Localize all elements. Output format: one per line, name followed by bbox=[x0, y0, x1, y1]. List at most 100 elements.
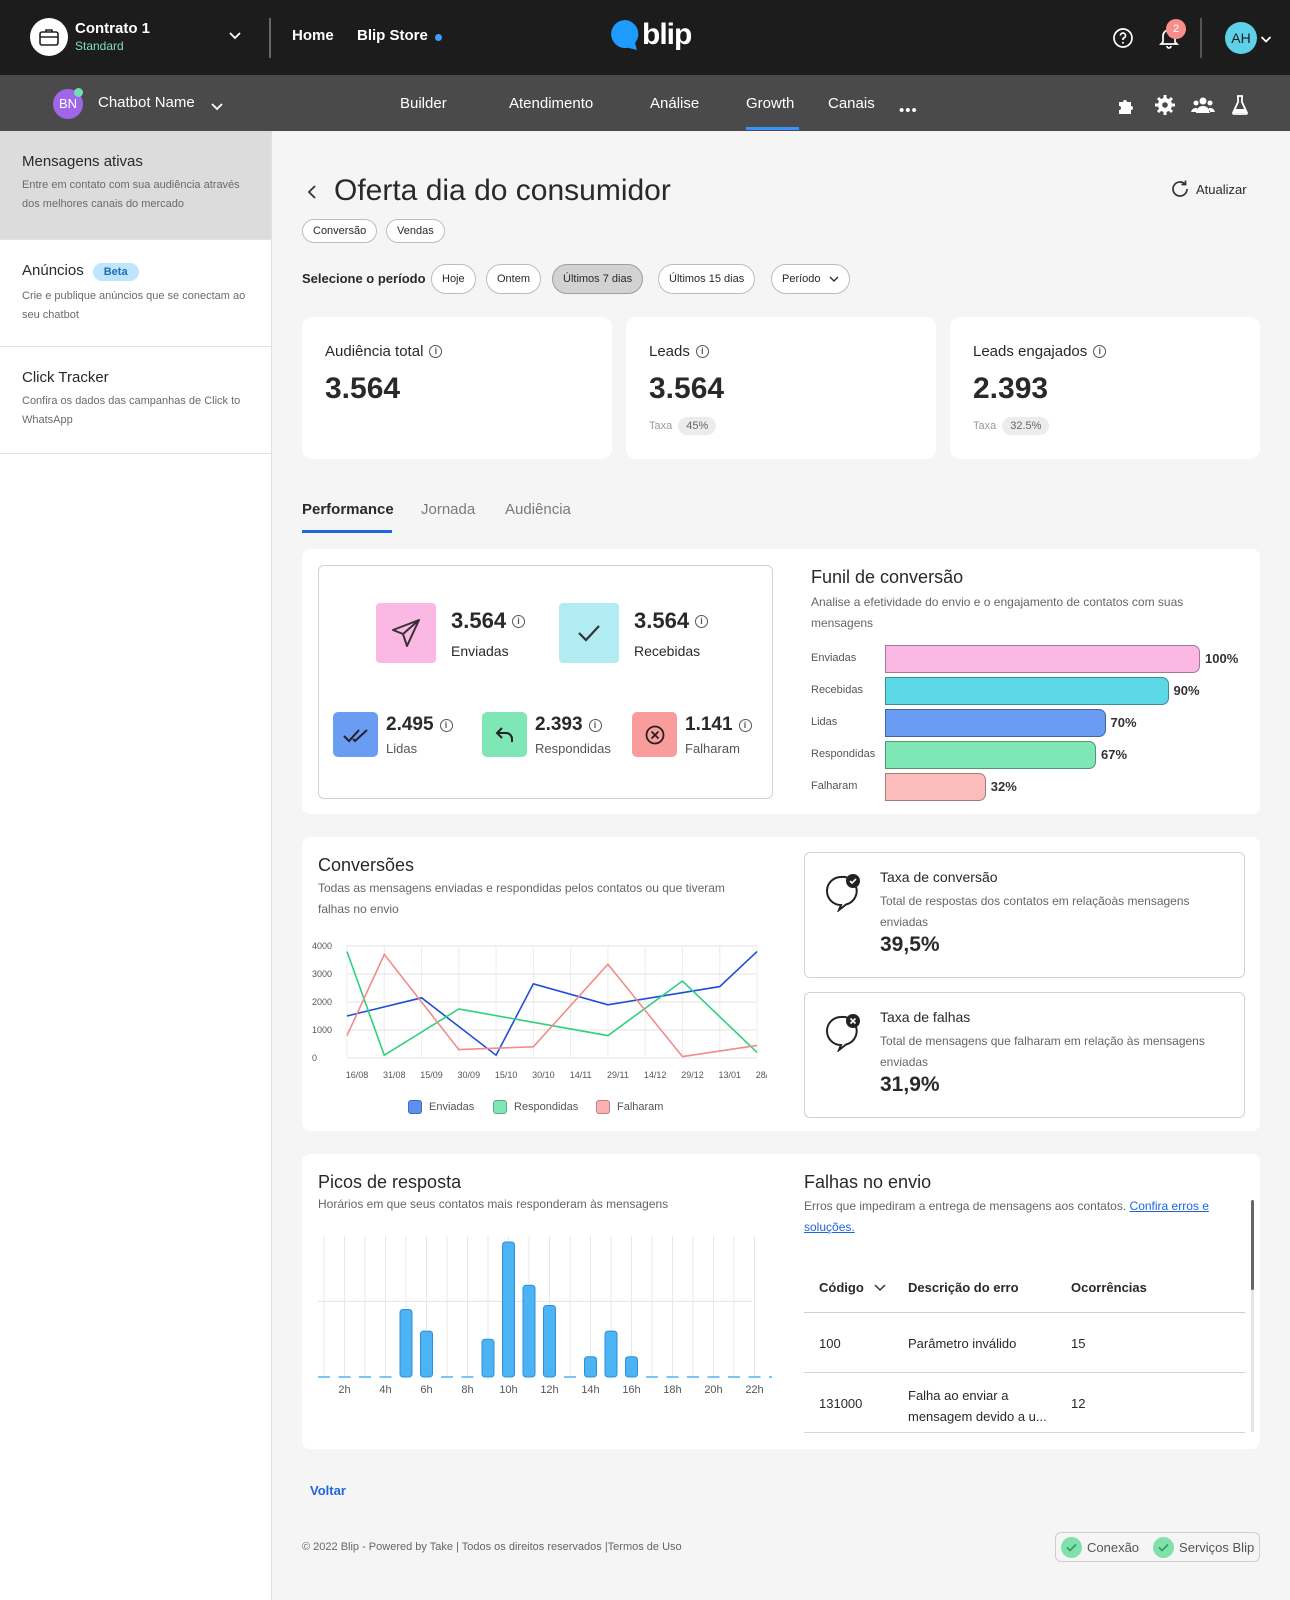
lidas-value: 2.495 bbox=[386, 714, 434, 735]
legend-item-respondidas[interactable]: Respondidas bbox=[493, 1100, 578, 1114]
enviadas-label: Enviadas bbox=[451, 643, 509, 659]
refresh-button[interactable]: Atualizar bbox=[1170, 179, 1247, 199]
tab-atendimento[interactable]: Atendimento bbox=[509, 95, 594, 112]
new-indicator-dot bbox=[435, 34, 442, 41]
flask-icon[interactable] bbox=[1230, 94, 1250, 121]
sidebar-item-title: Mensagens ativas bbox=[22, 153, 143, 170]
info-icon[interactable]: i bbox=[439, 718, 453, 732]
check-circle-icon bbox=[1153, 1536, 1175, 1558]
tag-vendas[interactable]: Vendas bbox=[386, 219, 445, 243]
bar-16h bbox=[625, 1356, 638, 1378]
active-tab-indicator bbox=[746, 127, 799, 130]
tab-builder[interactable]: Builder bbox=[400, 95, 447, 112]
tab-audiencia[interactable]: Audiência bbox=[505, 501, 571, 518]
gear-icon[interactable] bbox=[1154, 94, 1176, 121]
info-icon[interactable]: i bbox=[1093, 345, 1107, 358]
back-link[interactable]: Voltar bbox=[310, 1483, 346, 1498]
info-icon[interactable]: i bbox=[512, 614, 526, 628]
cell-count: 12 bbox=[1071, 1396, 1086, 1411]
user-avatar[interactable]: AH bbox=[1225, 22, 1257, 54]
x-tick-label: 8h bbox=[461, 1384, 473, 1396]
sidebar-item-mensagens-ativas[interactable]: Mensagens ativas Entre em contato com su… bbox=[0, 131, 271, 240]
chevron-down-icon bbox=[829, 276, 839, 282]
bar-6h bbox=[420, 1330, 433, 1378]
y-tick-label: 3000 bbox=[312, 969, 332, 979]
kpi-taxa-conversao: Taxa de conversão Total de respostas dos… bbox=[804, 852, 1245, 978]
funnel-label: Lidas bbox=[811, 716, 838, 728]
status-servicos: Serviços Blip bbox=[1179, 1539, 1255, 1555]
period-ultimos-7-dias[interactable]: Últimos 7 dias bbox=[552, 264, 644, 294]
puzzle-icon[interactable] bbox=[1116, 94, 1138, 121]
x-tick-label: 29/12 bbox=[681, 1070, 704, 1080]
reply-icon bbox=[482, 712, 527, 757]
info-icon[interactable]: i bbox=[695, 614, 709, 628]
info-icon[interactable]: i bbox=[738, 718, 752, 732]
bar-5h bbox=[399, 1309, 413, 1378]
scrollbar-thumb[interactable] bbox=[1251, 1200, 1254, 1290]
cell-desc: Parâmetro inválido bbox=[908, 1336, 1017, 1351]
info-icon[interactable]: i bbox=[429, 345, 443, 358]
chevron-down-icon[interactable] bbox=[1260, 31, 1272, 49]
users-icon[interactable] bbox=[1191, 94, 1215, 121]
table-row[interactable]: 100 Parâmetro inválido 15 bbox=[804, 1313, 1245, 1373]
tag-conversao[interactable]: Conversão bbox=[302, 219, 378, 243]
table-header: Código Descrição do erro Ocorrências bbox=[804, 1262, 1245, 1313]
more-icon[interactable]: ••• bbox=[899, 102, 918, 119]
kpi-taxa-falhas: Taxa de falhas Total de mensagens que fa… bbox=[804, 992, 1245, 1118]
divider bbox=[1200, 18, 1202, 58]
tab-analise[interactable]: Análise bbox=[650, 95, 700, 112]
contract-plan: Standard bbox=[75, 39, 124, 53]
x-tick-label: 16h bbox=[622, 1384, 640, 1396]
contract-name[interactable]: Contrato 1 bbox=[75, 20, 150, 37]
legend-item-enviadas[interactable]: Enviadas bbox=[408, 1100, 474, 1114]
chevron-down-icon[interactable] bbox=[210, 99, 224, 117]
period-hoje[interactable]: Hoje bbox=[431, 264, 476, 294]
info-icon[interactable]: i bbox=[695, 345, 709, 358]
column-header-codigo[interactable]: Código bbox=[819, 1280, 886, 1295]
chevron-down-icon bbox=[874, 1283, 886, 1291]
back-chevron-icon[interactable] bbox=[306, 184, 318, 205]
stat-card-leads: Leads i 3.564 Taxa 45% bbox=[626, 317, 936, 459]
y-tick-label: 0 bbox=[312, 1053, 317, 1063]
chevron-down-icon[interactable] bbox=[228, 28, 242, 46]
funnel-percent: 67% bbox=[1101, 747, 1128, 762]
x-tick-label: 13/01 bbox=[718, 1070, 741, 1080]
period-ontem[interactable]: Ontem bbox=[486, 264, 542, 294]
series-line-enviadas bbox=[346, 951, 758, 1057]
nav-home[interactable]: Home bbox=[292, 27, 334, 44]
recebidas-label: Recebidas bbox=[634, 643, 701, 659]
peaks-bar-chart: 2h 4h 6h 8h 10h 12h 14h 16h 18h 20h 22h bbox=[318, 1236, 772, 1396]
divider bbox=[269, 18, 271, 58]
sidebar-item-anuncios[interactable]: Anúncios Beta Crie e publique anúncios qu… bbox=[0, 240, 271, 347]
lidas-label: Lidas bbox=[386, 741, 418, 756]
table-row[interactable]: 131000 Falha ao enviar a mensagem devido… bbox=[804, 1373, 1245, 1433]
tab-canais[interactable]: Canais bbox=[828, 95, 875, 112]
stat-value: 2.393 bbox=[973, 372, 1049, 405]
online-indicator bbox=[74, 88, 83, 97]
x-tick-label: 14/11 bbox=[570, 1070, 592, 1080]
status-widget[interactable]: Conexão Serviços Blip bbox=[1055, 1532, 1260, 1562]
info-icon[interactable]: i bbox=[588, 718, 602, 732]
blip-bubble-icon bbox=[611, 20, 639, 50]
nav-blip-store[interactable]: Blip Store bbox=[357, 27, 428, 44]
period-ultimos-15-dias[interactable]: Últimos 15 dias bbox=[658, 264, 756, 294]
tab-growth[interactable]: Growth bbox=[746, 95, 795, 112]
sidebar-item-title: Anúncios Beta bbox=[22, 262, 249, 281]
legend-label: Falharam bbox=[617, 1101, 664, 1113]
briefcase-icon[interactable] bbox=[30, 18, 68, 56]
y-tick-label: 4000 bbox=[312, 941, 332, 951]
bar-12h bbox=[543, 1304, 556, 1378]
funnel-percent: 90% bbox=[1173, 683, 1200, 698]
tab-jornada[interactable]: Jornada bbox=[421, 501, 476, 518]
scrollbar-track[interactable] bbox=[1251, 1200, 1254, 1432]
legend-item-falharam[interactable]: Falharam bbox=[596, 1100, 663, 1114]
bot-name[interactable]: Chatbot Name bbox=[98, 94, 195, 111]
help-icon[interactable] bbox=[1112, 27, 1134, 54]
tab-performance[interactable]: Performance bbox=[302, 501, 394, 518]
sidebar-item-click-tracker[interactable]: Click Tracker Confira os dados das campa… bbox=[0, 347, 271, 454]
blip-logo[interactable]: blip bbox=[610, 18, 692, 52]
errors-solutions-link[interactable]: Confira erros e soluções. bbox=[804, 1199, 1209, 1234]
funnel-label: Falharam bbox=[811, 780, 858, 792]
conversions-title: Conversões bbox=[318, 855, 415, 875]
period-custom-select[interactable]: Período bbox=[771, 264, 850, 294]
